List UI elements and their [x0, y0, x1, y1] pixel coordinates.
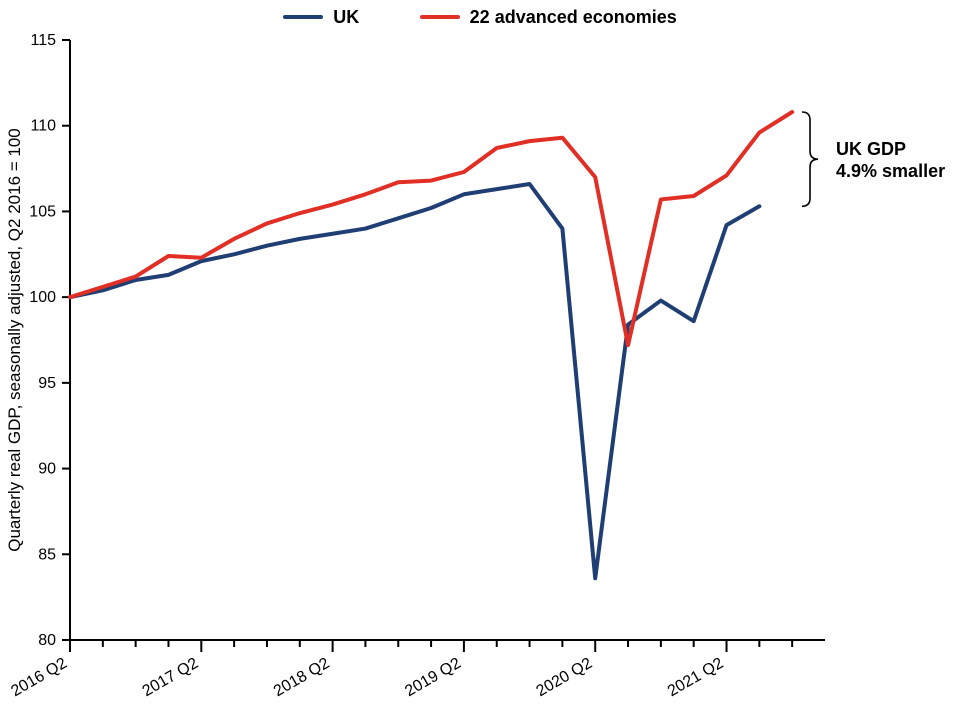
annotation-brace: [802, 112, 818, 206]
annotation-text-line1: UK GDP: [836, 139, 906, 159]
legend-swatch-adv: [420, 15, 460, 19]
y-tick-label: 90: [38, 461, 56, 478]
legend-swatch-uk: [283, 15, 323, 19]
y-axis-title: Quarterly real GDP, seasonally adjusted,…: [5, 128, 24, 552]
x-tick-label: 2019 Q2: [402, 655, 464, 700]
y-tick-label: 105: [29, 203, 56, 220]
chart-svg: 80 85 90 95 100 105 110 115 Quarterly real GDP, …: [0, 0, 960, 716]
series-line-22-advanced-economies: [70, 112, 792, 345]
legend-label-uk: UK: [333, 7, 359, 28]
y-tick-label: 85: [38, 546, 56, 563]
x-tick-label: 2021 Q2: [665, 655, 727, 700]
x-tick-label: 2016 Q2: [8, 655, 70, 700]
y-tick-label: 110: [30, 118, 56, 135]
legend-item-adv: 22 advanced economies: [420, 7, 677, 28]
legend-label-adv: 22 advanced economies: [470, 7, 677, 28]
y-tick-label: 95: [38, 375, 56, 392]
series-line-uk: [70, 184, 759, 578]
annotation-text-line2: 4.9% smaller: [836, 161, 945, 181]
y-tick-label: 100: [29, 289, 56, 306]
gdp-line-chart: UK 22 advanced economies 80 85 90 95 100 105 1…: [0, 0, 960, 716]
legend-item-uk: UK: [283, 7, 359, 28]
x-tick-label: 2017 Q2: [140, 655, 202, 700]
chart-legend: UK 22 advanced economies: [0, 0, 960, 28]
y-tick-label: 80: [38, 632, 56, 649]
y-tick-label: 115: [30, 32, 56, 49]
x-tick-label: 2018 Q2: [271, 655, 333, 700]
x-tick-label: 2020 Q2: [534, 655, 596, 700]
